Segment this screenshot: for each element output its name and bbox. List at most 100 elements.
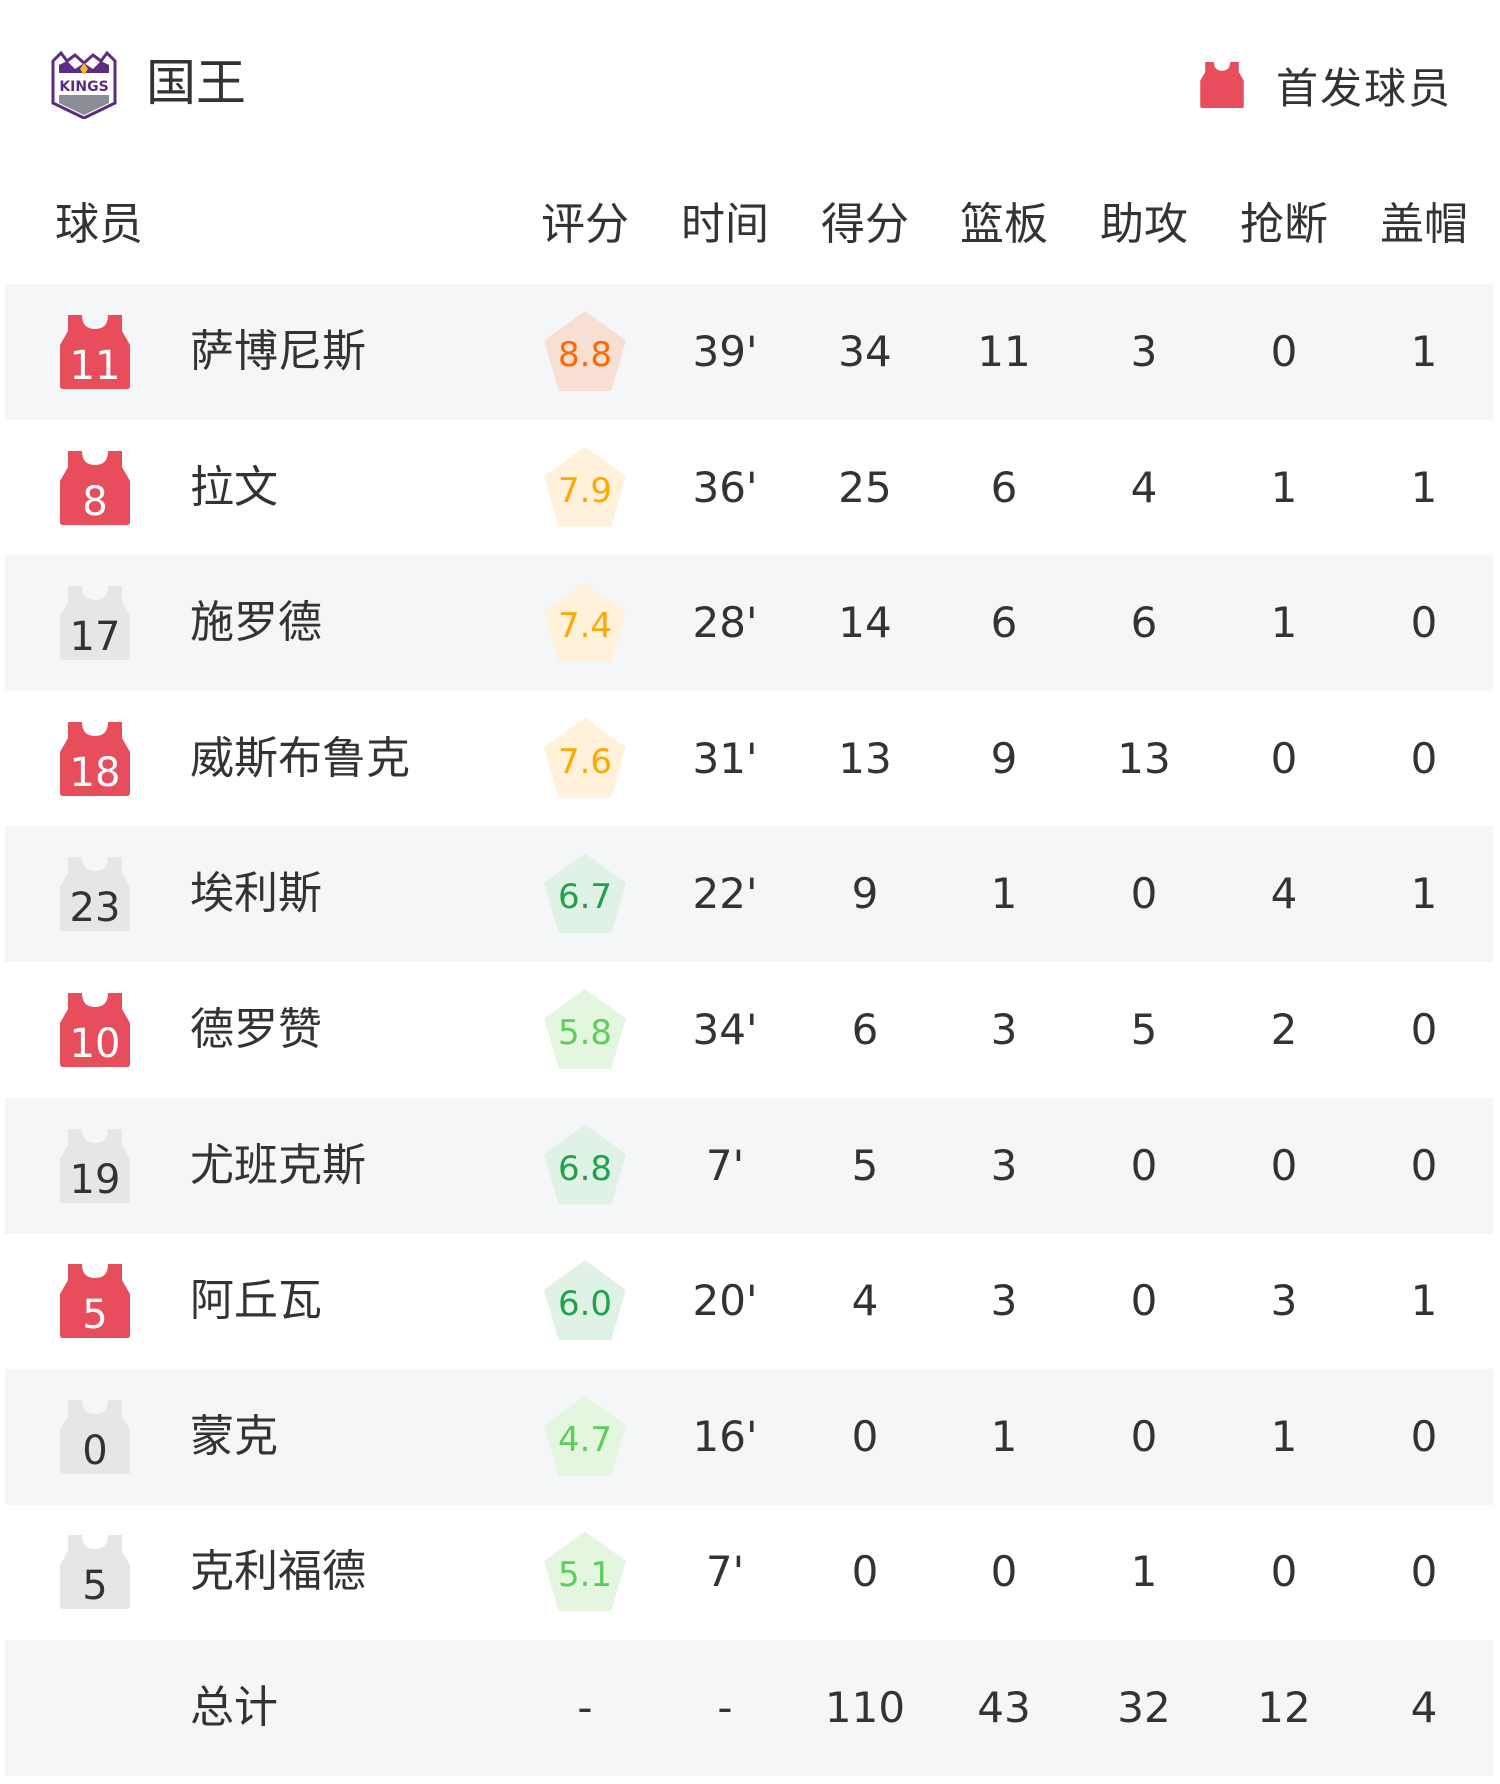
stat-blocks: 0 — [1410, 1547, 1438, 1597]
team-name: 国王 — [146, 54, 246, 112]
jersey-number-badge: 17 — [60, 586, 130, 661]
stat-points: 34 — [838, 327, 892, 376]
jersey-number: 5 — [82, 1563, 108, 1610]
starter-legend: 首发球员 — [1200, 58, 1452, 113]
rating-badge: 6.0 — [544, 1260, 626, 1341]
player-row[interactable]: 19 尤班克斯 6.8 7' 5 3 0 0 0 — [5, 1097, 1493, 1234]
rating-value: 7.6 — [557, 741, 613, 782]
player-name[interactable]: 蒙克 — [190, 1410, 278, 1462]
stat-steals: 4 — [1270, 869, 1298, 919]
stat-time: 16' — [692, 1411, 758, 1461]
totals-row: 总计 - - 110 43 32 12 4 — [5, 1640, 1493, 1776]
stat-steals: 0 — [1270, 327, 1298, 376]
player-row[interactable]: 18 威斯布鲁克 7.6 31' 13 9 13 0 0 — [5, 691, 1493, 827]
jersey-number: 8 — [82, 478, 108, 525]
jersey-icon — [60, 315, 130, 389]
jersey-number: 11 — [69, 343, 121, 389]
stat-time: 22' — [692, 869, 758, 919]
player-name[interactable]: 埃利斯 — [190, 868, 322, 920]
stat-rebounds: 1 — [990, 869, 1018, 919]
rating-badge: 5.8 — [544, 989, 626, 1069]
jersey-number: 5 — [82, 1292, 108, 1339]
stat-blocks: 1 — [1410, 462, 1438, 512]
player-name[interactable]: 威斯布鲁克 — [190, 732, 410, 784]
jersey-icon — [60, 450, 130, 525]
rating-badge: 7.9 — [544, 446, 626, 527]
stat-assists: 0 — [1130, 869, 1158, 919]
stat-points: 4 — [851, 1276, 879, 1326]
jersey-number-badge: 19 — [60, 1128, 130, 1203]
table-header: 球员 评分 时间 得分 篮板 助攻 抢断 盖帽 — [0, 190, 1500, 260]
player-row[interactable]: 11 萨博尼斯 8.8 39' 34 11 3 0 1 — [5, 284, 1493, 420]
player-name[interactable]: 萨博尼斯 — [190, 326, 366, 377]
player-row[interactable]: 8 拉文 7.9 36' 25 6 4 1 1 — [5, 420, 1493, 556]
column-blocks: 盖帽 — [1380, 199, 1468, 250]
stat-time: 7' — [705, 1547, 745, 1597]
stat-assists: 6 — [1130, 598, 1158, 648]
player-row[interactable]: 0 蒙克 4.7 16' 0 1 0 1 0 — [5, 1368, 1493, 1505]
jersey-number: 10 — [69, 1021, 121, 1067]
rating-value: 5.8 — [557, 1013, 613, 1053]
stat-assists: 0 — [1130, 1276, 1158, 1326]
legend-label: 首发球员 — [1276, 63, 1453, 113]
stat-blocks: 1 — [1410, 869, 1438, 919]
player-name[interactable]: 拉文 — [190, 461, 278, 513]
total-assists: 32 — [1117, 1683, 1171, 1732]
stat-steals: 0 — [1270, 1140, 1298, 1190]
player-row[interactable]: 10 德罗赞 5.8 34' 6 3 5 2 0 — [5, 962, 1493, 1098]
jersey-icon — [60, 721, 130, 796]
kings-logo: KINGS — [51, 51, 117, 119]
stat-rebounds: 1 — [990, 1411, 1018, 1461]
jersey-number-badge: 11 — [60, 315, 130, 389]
total-points: 110 — [824, 1683, 906, 1732]
jersey-icon — [60, 1535, 130, 1610]
stat-assists: 1 — [1130, 1547, 1158, 1597]
stat-time: 34' — [692, 1005, 758, 1054]
jersey-icon — [60, 857, 130, 932]
column-rebounds: 篮板 — [960, 199, 1048, 250]
player-name[interactable]: 尤班克斯 — [190, 1139, 366, 1191]
jersey-number-badge: 10 — [60, 993, 130, 1067]
rating-badge: 5.1 — [544, 1531, 626, 1612]
jersey-icon — [60, 586, 130, 661]
player-name[interactable]: 德罗赞 — [190, 1004, 322, 1055]
stat-blocks: 0 — [1410, 1411, 1438, 1461]
jersey-number: 18 — [69, 749, 121, 796]
stat-points: 6 — [851, 1005, 879, 1054]
rating-value: 6.8 — [557, 1148, 613, 1189]
column-points: 得分 — [821, 199, 909, 250]
stat-steals: 0 — [1270, 733, 1298, 783]
stat-time: 36' — [692, 462, 758, 512]
stat-points: 25 — [838, 462, 892, 512]
stat-points: 14 — [838, 598, 892, 648]
rating-value: 8.8 — [557, 335, 613, 375]
jersey-number-badge: 5 — [60, 1535, 130, 1610]
player-row[interactable]: 23 埃利斯 6.7 22' 9 1 0 4 1 — [5, 826, 1493, 963]
player-row[interactable]: 5 阿丘瓦 6.0 20' 4 3 0 3 1 — [5, 1233, 1493, 1369]
player-row[interactable]: 17 施罗德 7.4 28' 14 6 6 1 0 — [5, 555, 1493, 692]
jersey-icon — [60, 1399, 130, 1474]
stat-blocks: 1 — [1410, 327, 1438, 376]
stat-steals: 1 — [1270, 1411, 1298, 1461]
player-name[interactable]: 阿丘瓦 — [190, 1275, 322, 1327]
total-time: - — [717, 1683, 733, 1732]
stat-rebounds: 11 — [977, 327, 1031, 376]
jersey-number: 19 — [69, 1156, 121, 1203]
player-name[interactable]: 施罗德 — [190, 597, 322, 649]
total-rebounds: 43 — [977, 1683, 1031, 1732]
total-rating: - — [577, 1683, 593, 1732]
stat-assists: 3 — [1130, 327, 1158, 376]
player-row[interactable]: 5 克利福德 5.1 7' 0 0 1 0 0 — [5, 1504, 1493, 1640]
player-name[interactable]: 克利福德 — [190, 1546, 366, 1598]
stat-points: 0 — [851, 1411, 879, 1461]
stat-blocks: 0 — [1410, 1140, 1438, 1190]
jersey-number: 23 — [69, 885, 121, 932]
stat-assists: 0 — [1130, 1411, 1158, 1461]
rating-value: 4.7 — [557, 1419, 613, 1460]
rating-value: 7.4 — [557, 606, 613, 647]
stat-steals: 0 — [1270, 1547, 1298, 1597]
rating-value: 6.0 — [557, 1284, 613, 1325]
stat-assists: 0 — [1130, 1140, 1158, 1190]
rating-value: 5.1 — [557, 1555, 613, 1596]
total-steals: 12 — [1257, 1683, 1311, 1732]
